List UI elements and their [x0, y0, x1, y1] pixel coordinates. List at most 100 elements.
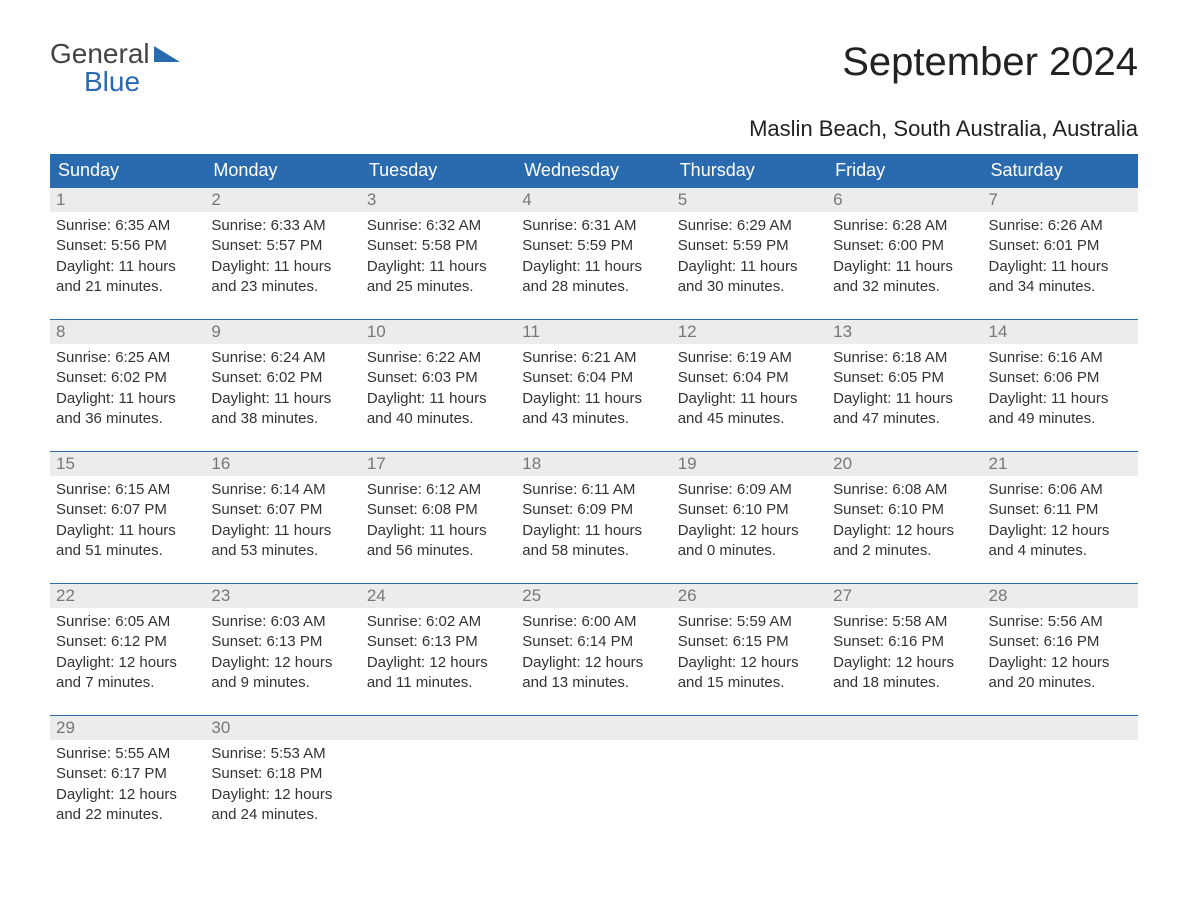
sunrise-text: Sunrise: 6:06 AM	[989, 480, 1132, 500]
sunset-text: Sunset: 6:09 PM	[522, 500, 665, 520]
day-number: 6	[827, 188, 982, 212]
day-details: Sunrise: 6:24 AMSunset: 6:02 PMDaylight:…	[205, 344, 360, 429]
daylight-text: Daylight: 11 hours and 25 minutes.	[367, 257, 510, 298]
day-details: Sunrise: 6:22 AMSunset: 6:03 PMDaylight:…	[361, 344, 516, 429]
calendar-day: 22Sunrise: 6:05 AMSunset: 6:12 PMDayligh…	[50, 584, 205, 693]
day-number: 25	[516, 584, 671, 608]
daylight-text: Daylight: 12 hours and 9 minutes.	[211, 653, 354, 694]
sunset-text: Sunset: 6:01 PM	[989, 236, 1132, 256]
sunrise-text: Sunrise: 5:59 AM	[678, 612, 821, 632]
daylight-text: Daylight: 12 hours and 20 minutes.	[989, 653, 1132, 694]
day-details: Sunrise: 5:59 AMSunset: 6:15 PMDaylight:…	[672, 608, 827, 693]
day-number: 18	[516, 452, 671, 476]
calendar-day	[516, 716, 671, 825]
calendar-header-cell: Wednesday	[516, 154, 671, 187]
day-number: 23	[205, 584, 360, 608]
day-number: 20	[827, 452, 982, 476]
calendar-day: 27Sunrise: 5:58 AMSunset: 6:16 PMDayligh…	[827, 584, 982, 693]
daylight-text: Daylight: 12 hours and 4 minutes.	[989, 521, 1132, 562]
sunset-text: Sunset: 6:17 PM	[56, 764, 199, 784]
day-details: Sunrise: 6:25 AMSunset: 6:02 PMDaylight:…	[50, 344, 205, 429]
daylight-text: Daylight: 11 hours and 51 minutes.	[56, 521, 199, 562]
sunset-text: Sunset: 6:13 PM	[367, 632, 510, 652]
calendar-day: 12 Sunrise: 6:19 AMSunset: 6:04 PMDayligh…	[672, 320, 827, 429]
calendar-day: 19Sunrise: 6:09 AMSunset: 6:10 PMDayligh…	[672, 452, 827, 561]
daylight-text: Daylight: 11 hours and 28 minutes.	[522, 257, 665, 298]
day-number	[827, 716, 982, 740]
sunrise-text: Sunrise: 6:02 AM	[367, 612, 510, 632]
day-details: Sunrise: 6:14 AMSunset: 6:07 PMDaylight:…	[205, 476, 360, 561]
sunrise-text: Sunrise: 6:25 AM	[56, 348, 199, 368]
sunset-text: Sunset: 6:06 PM	[989, 368, 1132, 388]
sunset-text: Sunset: 6:14 PM	[522, 632, 665, 652]
daylight-text: Daylight: 11 hours and 23 minutes.	[211, 257, 354, 298]
daylight-text: Daylight: 11 hours and 32 minutes.	[833, 257, 976, 298]
calendar-day: 15Sunrise: 6:15 AMSunset: 6:07 PMDayligh…	[50, 452, 205, 561]
day-details: Sunrise: 6:08 AMSunset: 6:10 PMDaylight:…	[827, 476, 982, 561]
daylight-text: Daylight: 11 hours and 36 minutes.	[56, 389, 199, 430]
sunrise-text: Sunrise: 6:19 AM	[678, 348, 821, 368]
sunset-text: Sunset: 6:11 PM	[989, 500, 1132, 520]
sunrise-text: Sunrise: 6:29 AM	[678, 216, 821, 236]
day-details: Sunrise: 6:33 AMSunset: 5:57 PMDaylight:…	[205, 212, 360, 297]
day-details: Sunrise: 6:16 AMSunset: 6:06 PMDaylight:…	[983, 344, 1138, 429]
daylight-text: Daylight: 11 hours and 40 minutes.	[367, 389, 510, 430]
day-number: 16	[205, 452, 360, 476]
calendar-day	[361, 716, 516, 825]
calendar-day: 29Sunrise: 5:55 AMSunset: 6:17 PMDayligh…	[50, 716, 205, 825]
day-details: Sunrise: 5:53 AMSunset: 6:18 PMDaylight:…	[205, 740, 360, 825]
calendar-week: 22Sunrise: 6:05 AMSunset: 6:12 PMDayligh…	[50, 583, 1138, 693]
day-details: Sunrise: 6:06 AMSunset: 6:11 PMDaylight:…	[983, 476, 1138, 561]
calendar: SundayMondayTuesdayWednesdayThursdayFrid…	[50, 154, 1138, 825]
calendar-day: 26Sunrise: 5:59 AMSunset: 6:15 PMDayligh…	[672, 584, 827, 693]
day-number: 2	[205, 188, 360, 212]
sunrise-text: Sunrise: 6:16 AM	[989, 348, 1132, 368]
daylight-text: Daylight: 12 hours and 0 minutes.	[678, 521, 821, 562]
day-details: Sunrise: 6:28 AMSunset: 6:00 PMDaylight:…	[827, 212, 982, 297]
day-details: Sunrise: 5:58 AMSunset: 6:16 PMDaylight:…	[827, 608, 982, 693]
day-number: 17	[361, 452, 516, 476]
daylight-text: Daylight: 11 hours and 49 minutes.	[989, 389, 1132, 430]
day-details: Sunrise: 6:31 AMSunset: 5:59 PMDaylight:…	[516, 212, 671, 297]
day-details: Sunrise: 6:12 AMSunset: 6:08 PMDaylight:…	[361, 476, 516, 561]
calendar-day: 14Sunrise: 6:16 AMSunset: 6:06 PMDayligh…	[983, 320, 1138, 429]
calendar-day: 20Sunrise: 6:08 AMSunset: 6:10 PMDayligh…	[827, 452, 982, 561]
sunrise-text: Sunrise: 5:55 AM	[56, 744, 199, 764]
sunset-text: Sunset: 6:13 PM	[211, 632, 354, 652]
calendar-header-cell: Friday	[827, 154, 982, 187]
day-number: 3	[361, 188, 516, 212]
day-number	[361, 716, 516, 740]
day-number: 8	[50, 320, 205, 344]
calendar-day: 4Sunrise: 6:31 AMSunset: 5:59 PMDaylight…	[516, 188, 671, 297]
day-details: Sunrise: 6:09 AMSunset: 6:10 PMDaylight:…	[672, 476, 827, 561]
calendar-day: 23Sunrise: 6:03 AMSunset: 6:13 PMDayligh…	[205, 584, 360, 693]
sunrise-text: Sunrise: 6:22 AM	[367, 348, 510, 368]
sunset-text: Sunset: 6:05 PM	[833, 368, 976, 388]
flag-icon	[154, 44, 180, 64]
day-number: 22	[50, 584, 205, 608]
calendar-day	[827, 716, 982, 825]
sunrise-text: Sunrise: 5:56 AM	[989, 612, 1132, 632]
sunrise-text: Sunrise: 5:53 AM	[211, 744, 354, 764]
calendar-day: 25Sunrise: 6:00 AMSunset: 6:14 PMDayligh…	[516, 584, 671, 693]
sunrise-text: Sunrise: 6:26 AM	[989, 216, 1132, 236]
sunrise-text: Sunrise: 5:58 AM	[833, 612, 976, 632]
sunset-text: Sunset: 6:00 PM	[833, 236, 976, 256]
sunset-text: Sunset: 6:04 PM	[522, 368, 665, 388]
daylight-text: Daylight: 11 hours and 21 minutes.	[56, 257, 199, 298]
calendar-week: 8Sunrise: 6:25 AMSunset: 6:02 PMDaylight…	[50, 319, 1138, 429]
calendar-day: 24Sunrise: 6:02 AMSunset: 6:13 PMDayligh…	[361, 584, 516, 693]
calendar-day: 11Sunrise: 6:21 AMSunset: 6:04 PMDayligh…	[516, 320, 671, 429]
day-number: 12	[672, 320, 827, 344]
daylight-text: Daylight: 11 hours and 45 minutes.	[678, 389, 821, 430]
calendar-day: 21Sunrise: 6:06 AMSunset: 6:11 PMDayligh…	[983, 452, 1138, 561]
day-number: 11	[516, 320, 671, 344]
sunset-text: Sunset: 6:04 PM	[678, 368, 821, 388]
calendar-day: 5Sunrise: 6:29 AMSunset: 5:59 PMDaylight…	[672, 188, 827, 297]
day-details: Sunrise: 6:32 AMSunset: 5:58 PMDaylight:…	[361, 212, 516, 297]
day-number	[672, 716, 827, 740]
calendar-day: 28Sunrise: 5:56 AMSunset: 6:16 PMDayligh…	[983, 584, 1138, 693]
sunrise-text: Sunrise: 6:12 AM	[367, 480, 510, 500]
calendar-day: 17Sunrise: 6:12 AMSunset: 6:08 PMDayligh…	[361, 452, 516, 561]
calendar-day: 3Sunrise: 6:32 AMSunset: 5:58 PMDaylight…	[361, 188, 516, 297]
